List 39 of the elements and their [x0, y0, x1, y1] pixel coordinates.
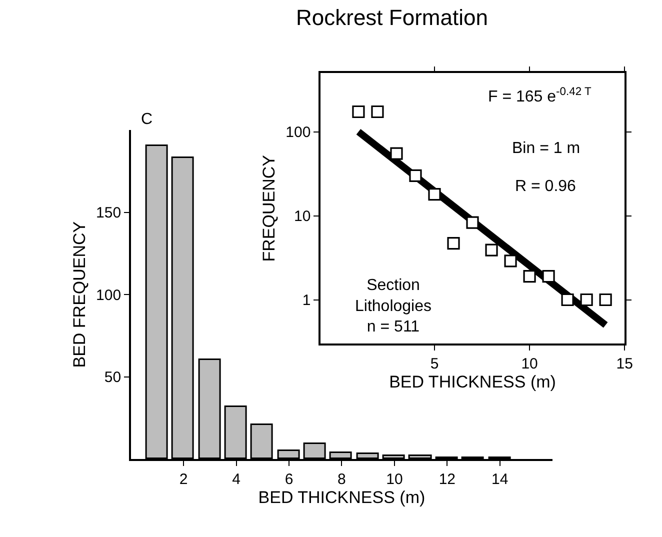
point: [428, 188, 441, 201]
x-tick-label: 10: [386, 470, 403, 488]
x-tick-label: 6: [284, 470, 294, 488]
x-tick-label: 8: [338, 470, 346, 488]
annotation: R = 0.96: [515, 178, 576, 195]
text: C: [141, 111, 153, 128]
y-tick-label: 50: [104, 369, 122, 386]
chart-title: Rockrest Formation: [296, 5, 488, 30]
point: [466, 216, 479, 229]
annotation: Bin = 1 m: [512, 140, 580, 157]
x-tick-label: 4: [232, 470, 240, 488]
x-tick-label: 5: [430, 355, 439, 372]
y-tick-label: 10: [294, 208, 311, 225]
point: [485, 244, 498, 256]
y-tick-label: 100: [96, 286, 122, 304]
point: [371, 105, 384, 118]
point: [352, 105, 365, 118]
point: [599, 293, 612, 306]
annotation: Section Lithologies n = 511: [355, 277, 432, 336]
x-tick-label: 15: [616, 355, 633, 372]
x-axis-title: BED THICKNESS (m): [258, 488, 426, 507]
y-axis-title: FREQUENCY: [260, 154, 279, 262]
y-tick-label: 150: [96, 204, 122, 222]
x-tick-label: 2: [179, 470, 188, 488]
point: [390, 147, 403, 160]
point: [523, 270, 536, 283]
x-tick-label: 12: [438, 470, 456, 488]
point: [504, 254, 517, 268]
x-axis-title: BED THICKNESS (m): [389, 372, 556, 392]
point: [561, 293, 574, 306]
y-axis-title: BED FREQUENCY: [70, 221, 90, 368]
x-tick-label: 10: [521, 355, 538, 372]
x-tick-label: 14: [492, 470, 508, 488]
annotation: F = 165 e$^{-0.42 T}$: [488, 86, 592, 106]
point: [447, 237, 460, 250]
y-tick-label: 100: [286, 124, 311, 141]
point: [409, 169, 422, 182]
point: [542, 270, 555, 283]
y-tick-label: 1: [302, 292, 311, 309]
